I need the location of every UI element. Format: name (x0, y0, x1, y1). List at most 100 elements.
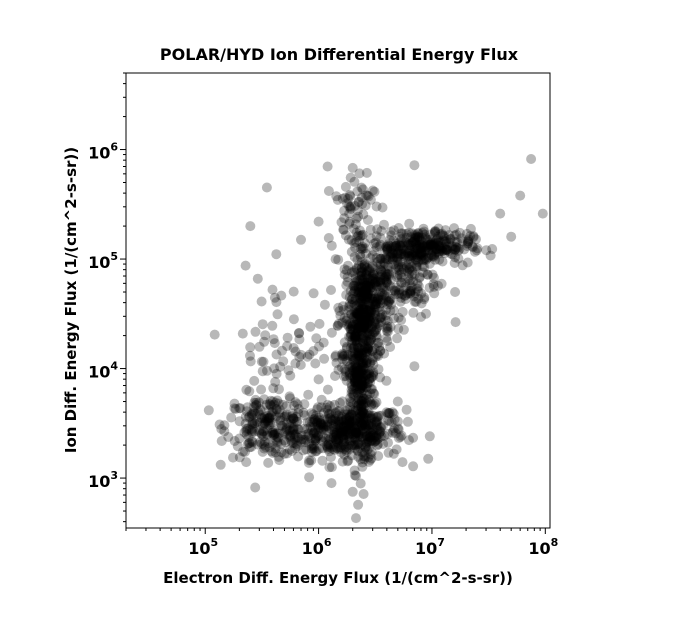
data-point (360, 313, 371, 324)
data-point (372, 440, 383, 451)
data-point (357, 420, 368, 431)
data-point (361, 277, 372, 288)
data-point (374, 432, 385, 443)
data-point (331, 430, 342, 440)
data-point (354, 305, 364, 316)
data-point (356, 367, 367, 378)
data-point (338, 433, 349, 444)
data-point (385, 321, 396, 332)
data-point (352, 362, 363, 372)
data-point (437, 246, 448, 257)
data-point (313, 374, 324, 385)
data-point (365, 302, 375, 312)
data-point (347, 320, 358, 331)
data-point (392, 333, 403, 344)
data-point (350, 369, 361, 380)
data-point (440, 243, 451, 254)
data-point (352, 439, 363, 450)
data-point (389, 252, 400, 263)
data-point (410, 232, 421, 243)
data-point (355, 298, 366, 309)
data-point (326, 418, 337, 429)
data-point (393, 243, 404, 253)
data-point (241, 384, 252, 395)
data-point (410, 255, 421, 265)
data-point (209, 329, 220, 340)
data-point (296, 349, 307, 360)
data-point (412, 252, 423, 263)
data-point (359, 238, 370, 249)
data-point (344, 368, 355, 379)
data-point (371, 242, 382, 253)
data-point (348, 343, 359, 354)
data-point (399, 245, 410, 255)
data-point (340, 430, 350, 441)
data-point (322, 384, 333, 395)
data-point (361, 284, 372, 295)
data-point (334, 416, 345, 427)
data-point (354, 318, 365, 329)
data-point (355, 320, 366, 330)
data-point (299, 399, 310, 410)
data-point (264, 442, 275, 453)
data-point (345, 372, 356, 383)
data-point (362, 397, 373, 408)
data-point (380, 271, 391, 282)
data-point (376, 317, 387, 328)
data-point (412, 283, 423, 294)
data-point (325, 413, 336, 424)
data-point (279, 435, 290, 446)
data-point (415, 248, 426, 259)
data-point (396, 267, 407, 278)
data-point (361, 370, 371, 381)
data-point (356, 333, 367, 344)
data-point (396, 430, 407, 441)
data-point (244, 442, 255, 453)
data-point (506, 231, 517, 242)
data-point (373, 350, 384, 361)
data-point (322, 421, 333, 432)
data-point (435, 245, 446, 256)
data-point (367, 250, 378, 261)
data-point (454, 244, 465, 255)
data-point (355, 384, 366, 394)
data-point (403, 273, 414, 284)
data-point (348, 405, 358, 416)
data-point (440, 245, 451, 256)
data-point (276, 290, 287, 301)
data-point (361, 415, 372, 426)
data-point (356, 357, 367, 368)
data-point (307, 425, 318, 436)
data-point (302, 423, 313, 434)
data-point (264, 412, 275, 423)
data-point (351, 263, 362, 274)
data-point (362, 291, 373, 302)
data-point (355, 249, 366, 260)
data-point (311, 428, 322, 439)
data-point (341, 341, 352, 352)
data-point (339, 364, 350, 375)
data-point (362, 289, 373, 300)
data-point (346, 235, 357, 246)
data-point (400, 277, 410, 288)
data-point (358, 209, 369, 220)
data-point (359, 431, 370, 442)
data-point (351, 366, 362, 377)
data-point (353, 230, 364, 241)
data-point (325, 440, 336, 450)
data-point (356, 291, 366, 302)
data-point (346, 323, 357, 334)
data-point (365, 334, 376, 345)
data-point (313, 216, 324, 227)
data-point (457, 260, 468, 271)
data-point (351, 369, 362, 380)
data-point (363, 419, 373, 430)
data-point (395, 244, 406, 255)
data-point (431, 244, 442, 254)
data-point (395, 277, 406, 287)
data-point (367, 321, 378, 332)
y-axis-label: Ion Diff. Energy Flux (1/(cm^2-s-sr)) (62, 147, 80, 453)
data-point (413, 293, 424, 304)
data-point (450, 241, 461, 252)
data-point (303, 389, 314, 400)
